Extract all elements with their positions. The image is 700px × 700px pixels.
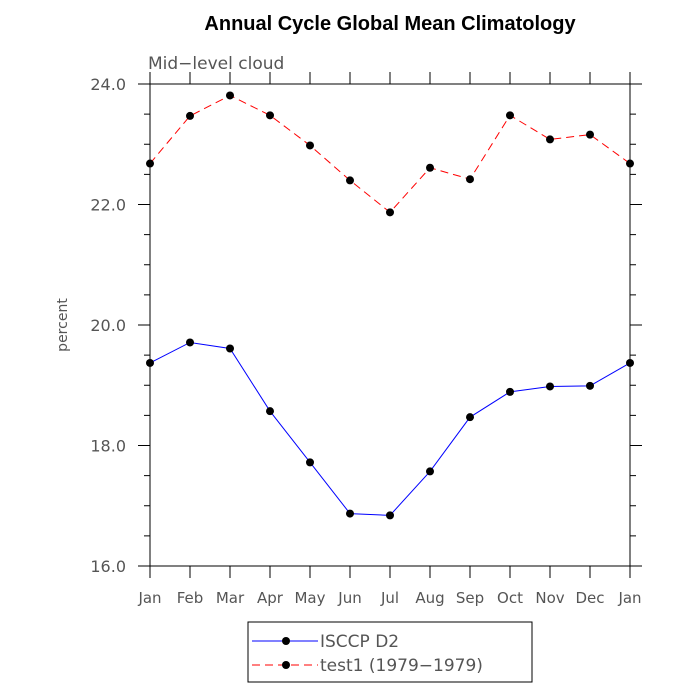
x-axis: Jan Feb Mar Apr May Jun Jul Aug Sep Oct Nov Dec Jan — [137, 72, 642, 607]
x-tick-label: Apr — [257, 589, 284, 607]
data-point — [146, 159, 154, 168]
x-tick-label: Dec — [575, 589, 604, 607]
data-point — [226, 344, 234, 353]
legend-marker-1 — [282, 661, 290, 669]
x-tick-label: Jan — [617, 589, 641, 607]
data-point — [546, 382, 554, 391]
legend-label-1: test1 (1979−1979) — [320, 656, 483, 676]
chart-subtitle: Mid−level cloud — [148, 54, 284, 74]
x-tick-label: Aug — [415, 589, 444, 607]
data-point — [306, 141, 314, 150]
y-tick-label: 20.0 — [90, 316, 126, 335]
series-line-1 — [149, 94, 631, 214]
data-point — [146, 358, 154, 367]
data-point — [586, 381, 594, 390]
data-point — [386, 511, 394, 520]
data-point — [586, 130, 594, 139]
x-tick-label: Mar — [216, 589, 245, 607]
data-point — [506, 111, 514, 120]
data-point — [426, 467, 434, 476]
y-tick-label: 22.0 — [90, 196, 126, 215]
data-point — [306, 458, 314, 467]
chart-title: Annual Cycle Global Mean Climatology — [204, 13, 576, 35]
y-tick-label: 18.0 — [90, 437, 126, 456]
y-tick-label: 16.0 — [90, 557, 126, 576]
data-point — [626, 358, 634, 367]
data-point — [626, 159, 634, 168]
x-tick-label: Feb — [177, 589, 204, 607]
legend-marker-0 — [282, 637, 290, 645]
x-tick-label: Sep — [456, 589, 484, 607]
x-tick-label: Jun — [337, 589, 361, 607]
x-tick-label: Jul — [380, 589, 399, 607]
data-point — [226, 91, 234, 100]
x-tick-label: May — [294, 589, 325, 607]
series-line-0 — [149, 341, 631, 516]
data-point — [386, 208, 394, 217]
legend-box — [247, 621, 533, 683]
data-point — [346, 509, 354, 518]
y-axis: 16.0 18.0 20.0 22.0 24.0 — [90, 75, 642, 576]
data-point — [466, 175, 474, 184]
legend: ISCCP D2 test1 (1979−1979) — [247, 621, 533, 683]
x-tick-label: Jan — [137, 589, 161, 607]
data-point — [426, 163, 434, 172]
x-tick-label: Nov — [535, 589, 564, 607]
data-point — [546, 135, 554, 144]
data-point — [186, 111, 194, 120]
plot-frame — [149, 83, 631, 567]
y-axis-title: percent — [55, 298, 71, 352]
series-layer — [146, 91, 634, 520]
data-point — [186, 338, 194, 347]
legend-label-0: ISCCP D2 — [320, 632, 399, 652]
data-point — [466, 413, 474, 422]
data-point — [346, 176, 354, 185]
data-point — [266, 111, 274, 120]
data-point — [266, 407, 274, 416]
y-tick-label: 24.0 — [90, 75, 126, 94]
x-tick-label: Oct — [497, 589, 523, 607]
data-point — [506, 387, 514, 396]
